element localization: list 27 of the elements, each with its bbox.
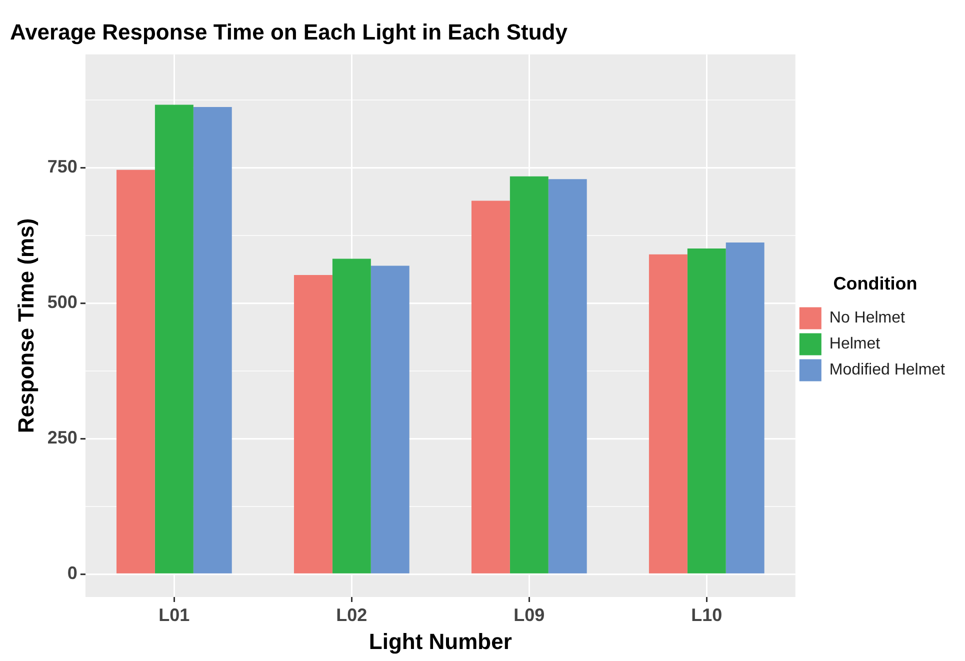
- legend-label: No Helmet: [829, 310, 906, 327]
- x-tick-label: L01: [158, 604, 190, 625]
- legend-label: Helmet: [829, 336, 881, 353]
- y-tick-label: 0: [67, 563, 78, 584]
- bar: [332, 258, 371, 574]
- y-tick-label: 500: [47, 292, 78, 312]
- legend-title: Condition: [833, 274, 918, 294]
- y-tick-label: 750: [47, 156, 78, 177]
- bar: [116, 170, 155, 574]
- bar: [687, 248, 726, 574]
- bar: [648, 254, 688, 574]
- legend-label: Modified Helmet: [829, 362, 946, 379]
- x-axis-title: Light Number: [368, 628, 512, 654]
- bar: [510, 176, 548, 574]
- bar: [370, 266, 410, 574]
- x-tick-label: L10: [691, 604, 722, 625]
- chart-title: Average Response Time on Each Light in Each Study: [10, 19, 568, 44]
- y-tick-label: 250: [47, 428, 78, 448]
- bar: [154, 104, 194, 574]
- x-tick-label: L09: [514, 604, 545, 625]
- bar: [548, 179, 587, 574]
- bar: [294, 275, 332, 574]
- bar: [193, 106, 232, 574]
- bar: [726, 242, 764, 574]
- bar: [471, 200, 510, 574]
- y-axis-title: Response Time (ms): [13, 218, 38, 434]
- x-tick-label: L02: [336, 604, 368, 625]
